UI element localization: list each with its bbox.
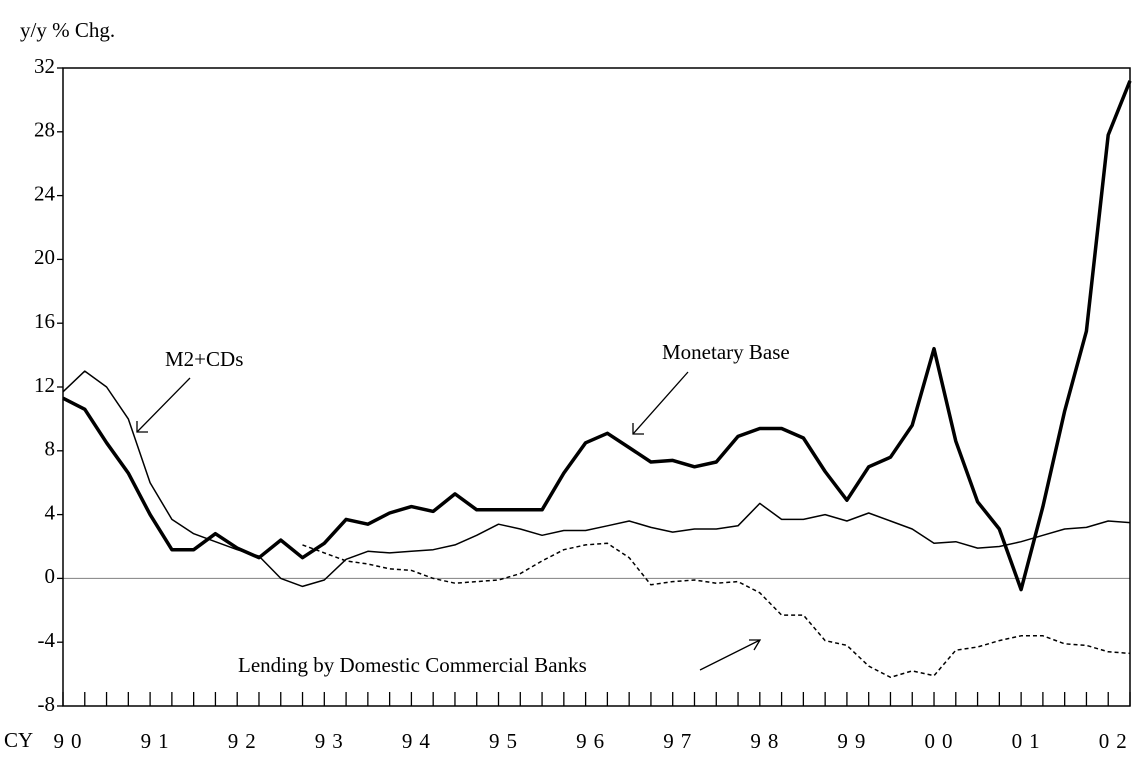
x-tick-label: 98 bbox=[750, 729, 785, 753]
annotation-arrow-head bbox=[632, 423, 644, 435]
annotation-arrow bbox=[136, 377, 191, 433]
x-axis-label: CY bbox=[4, 728, 33, 752]
annotation: Monetary Base bbox=[662, 340, 790, 364]
series-line bbox=[62, 370, 1131, 588]
y-tick-label: -8 bbox=[38, 692, 56, 716]
x-tick-label: 02 bbox=[1099, 729, 1134, 753]
y-tick-label: -4 bbox=[38, 628, 56, 652]
y-axis-label: y/y % Chg. bbox=[20, 18, 115, 42]
y-tick-label: 32 bbox=[34, 54, 55, 78]
x-tick-label: 91 bbox=[141, 729, 176, 753]
annotation: Lending by Domestic Commercial Banks bbox=[238, 653, 587, 677]
y-tick-label: 0 bbox=[45, 564, 56, 588]
annotation: M2+CDs bbox=[165, 347, 243, 371]
y-tick-label: 24 bbox=[34, 181, 56, 205]
y-tick-label: 8 bbox=[45, 437, 56, 461]
y-tick-label: 12 bbox=[34, 373, 55, 397]
x-tick-label: 94 bbox=[402, 729, 437, 753]
x-tick-label: 99 bbox=[837, 729, 872, 753]
series-line bbox=[62, 80, 1132, 592]
y-tick-label: 16 bbox=[34, 309, 55, 333]
plot-frame bbox=[62, 67, 1131, 707]
x-tick-label: 90 bbox=[54, 729, 89, 753]
y-tick-label: 4 bbox=[45, 500, 56, 524]
y-tick-label: 20 bbox=[34, 245, 55, 269]
y-tick-label: 28 bbox=[34, 118, 55, 142]
x-tick-label: 93 bbox=[315, 729, 350, 753]
series-line bbox=[302, 542, 1131, 679]
x-tick-label: 92 bbox=[228, 729, 263, 753]
annotation-arrow-head bbox=[136, 421, 148, 433]
x-tick-label: 96 bbox=[576, 729, 611, 753]
annotation-arrow-head bbox=[749, 639, 762, 651]
x-tick-label: 00 bbox=[925, 729, 960, 753]
annotation-arrow bbox=[632, 371, 689, 435]
x-tick-label: 01 bbox=[1012, 729, 1047, 753]
annotation-arrow bbox=[699, 639, 761, 671]
x-tick-label: 95 bbox=[489, 729, 524, 753]
x-tick-label: 97 bbox=[663, 729, 698, 753]
